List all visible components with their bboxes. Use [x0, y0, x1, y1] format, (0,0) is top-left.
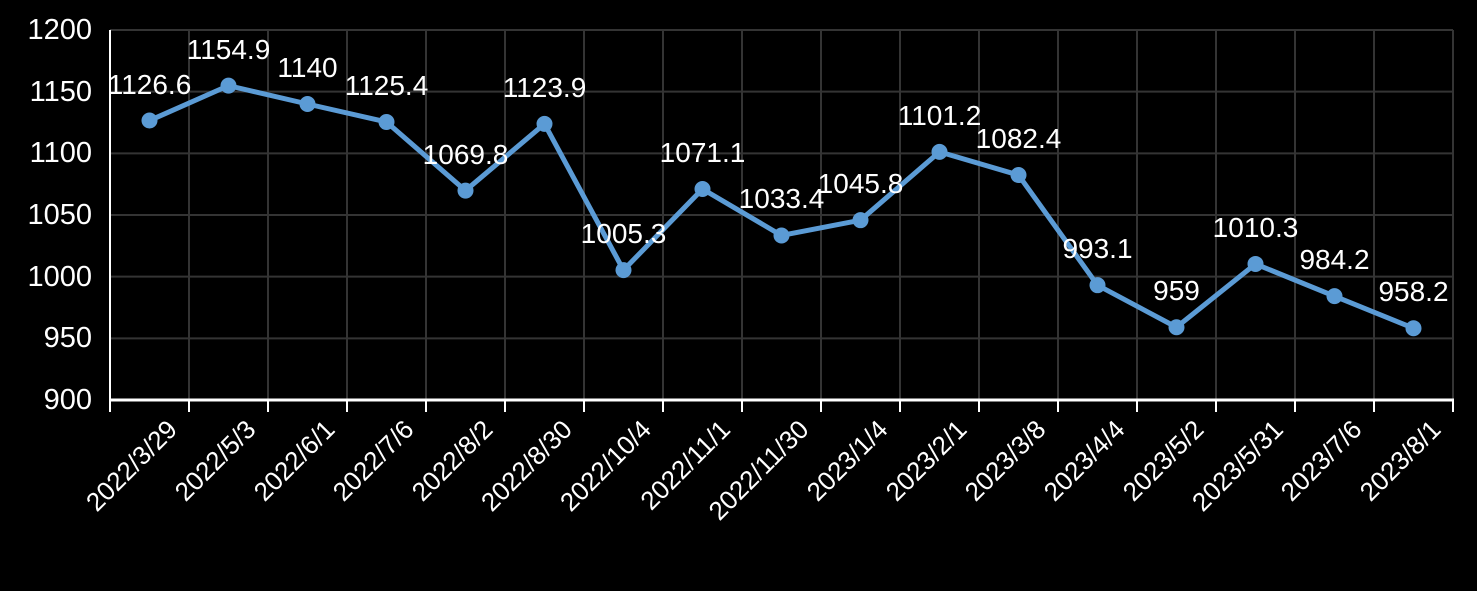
y-tick-label: 1200 — [27, 14, 92, 46]
data-point-label: 1071.1 — [659, 136, 746, 168]
y-tick-label: 950 — [43, 322, 92, 355]
y-tick-label: 1050 — [27, 199, 92, 231]
data-point-label: 1125.4 — [344, 70, 429, 101]
data-point-marker[interactable] — [299, 96, 316, 112]
data-point-label: 1126.6 — [107, 68, 192, 100]
y-tick-label: 900 — [43, 384, 92, 416]
data-point-marker[interactable] — [1326, 288, 1343, 305]
y-tick-label: 1000 — [27, 260, 92, 293]
data-point-marker[interactable] — [457, 182, 474, 199]
data-point-marker[interactable] — [220, 77, 237, 94]
data-point-marker[interactable] — [536, 115, 553, 132]
data-point-label: 959 — [1153, 275, 1200, 307]
data-point-label: 993.1 — [1062, 233, 1133, 265]
data-point-label: 1010.3 — [1212, 211, 1299, 243]
data-point-label: 1005.3 — [580, 218, 667, 250]
data-point-label: 958.2 — [1378, 276, 1449, 308]
data-point-marker[interactable] — [852, 212, 869, 229]
data-point-label: 984.2 — [1299, 244, 1370, 276]
data-point-marker[interactable] — [931, 143, 948, 160]
y-tick-label: 1100 — [29, 137, 92, 170]
data-point-label: 1140 — [277, 52, 338, 83]
data-point-label: 1082.4 — [975, 123, 1062, 155]
data-point-label: 1069.8 — [422, 138, 509, 170]
data-point-marker[interactable] — [378, 114, 395, 131]
data-point-marker[interactable] — [773, 227, 790, 244]
data-point-label: 1033.4 — [738, 183, 825, 215]
data-point-label: 1154.9 — [186, 33, 271, 65]
data-point-marker[interactable] — [1405, 320, 1422, 337]
data-point-label: 1123.9 — [502, 71, 587, 103]
y-tick-label: 1150 — [29, 75, 92, 108]
data-point-marker[interactable] — [1247, 255, 1264, 272]
data-point-marker[interactable] — [1168, 319, 1185, 336]
data-point-marker[interactable] — [1089, 277, 1106, 294]
data-point-label: 1101.2 — [897, 99, 982, 131]
data-point-marker[interactable] — [694, 180, 711, 197]
data-point-label: 1045.8 — [817, 168, 904, 200]
data-point-marker[interactable] — [615, 262, 632, 279]
data-point-marker[interactable] — [141, 112, 158, 129]
data-point-marker[interactable] — [1010, 167, 1027, 184]
